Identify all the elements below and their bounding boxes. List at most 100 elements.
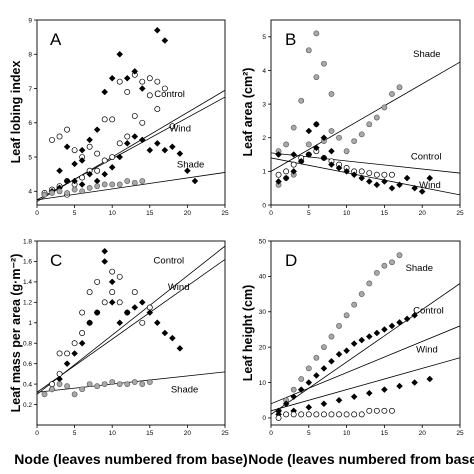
point-shade — [290, 124, 297, 131]
point-control — [146, 75, 153, 82]
point-wind — [86, 170, 93, 178]
point-wind — [350, 393, 358, 401]
point-control — [161, 85, 168, 92]
point-wind — [56, 375, 63, 383]
point-wind — [108, 298, 116, 306]
point-shade — [109, 181, 116, 188]
fit-line-wind — [271, 357, 460, 412]
point-wind — [176, 150, 184, 157]
point-wind — [63, 360, 71, 368]
point-control — [373, 171, 380, 178]
y-tick-label: 3 — [262, 101, 266, 108]
point-wind — [93, 309, 101, 316]
point-wind — [290, 168, 298, 175]
point-control — [139, 319, 146, 326]
point-wind — [161, 146, 169, 154]
point-wind — [116, 319, 124, 327]
point-shade — [139, 178, 146, 184]
y-axis-label: Leaf area (cm²) — [241, 68, 255, 157]
point-shade — [305, 47, 312, 54]
point-wind — [78, 146, 86, 154]
y-tick-label: 1.4 — [23, 279, 32, 286]
x-tick-label: 20 — [419, 210, 427, 217]
point-wind-open — [290, 411, 297, 418]
panel-c: Leaf mass per area (g·m⁻²) C 0 5 10 15 20 25 0… — [9, 238, 248, 467]
point-shade — [41, 391, 48, 398]
point-wind — [101, 258, 109, 265]
point-wind — [320, 154, 328, 162]
point-control — [358, 336, 366, 344]
point-control — [64, 126, 71, 133]
point-control — [71, 147, 78, 154]
panel-letter: D — [285, 251, 297, 270]
x-tick-label: 15 — [381, 430, 389, 437]
point-wind — [290, 151, 298, 158]
point-wind-open — [298, 411, 305, 418]
point-control — [381, 326, 388, 333]
point-control — [343, 347, 350, 355]
y-axis-label: Leaf lobing index — [9, 61, 23, 164]
point-wind — [63, 143, 71, 151]
point-wind-open — [381, 407, 388, 414]
point-wind — [350, 171, 358, 179]
y-tick-label: 6 — [28, 120, 32, 127]
x-tick-label: 5 — [73, 430, 77, 437]
point-wind — [71, 160, 78, 168]
point-shade — [116, 381, 123, 388]
y-tick-label: 7 — [28, 86, 32, 93]
point-control — [290, 393, 298, 401]
point-control — [124, 88, 131, 95]
annotation-control: Control — [411, 152, 442, 163]
y-tick-label: 0.4 — [23, 381, 32, 388]
point-wind-open — [328, 411, 335, 418]
annotation-shade: Shade — [413, 49, 440, 60]
point-control — [56, 133, 63, 140]
point-shade — [343, 312, 350, 319]
point-control — [275, 171, 282, 178]
point-control — [64, 350, 71, 357]
point-shade — [101, 381, 108, 388]
point-wind — [396, 181, 403, 189]
x-tick-label: 15 — [381, 210, 389, 217]
point-control — [313, 372, 320, 379]
point-shade — [86, 381, 93, 388]
point-shade — [49, 386, 55, 393]
point-wind — [335, 396, 343, 404]
point-wind — [123, 309, 131, 316]
point-wind — [176, 344, 184, 352]
x-tick-label: 15 — [146, 210, 154, 217]
point-control — [109, 116, 116, 123]
x-tick-label: 0 — [269, 430, 273, 437]
point-wind-open — [358, 411, 365, 418]
point-wind-open — [336, 411, 342, 418]
point-shade — [41, 191, 48, 198]
fit-line-control — [271, 325, 460, 405]
point-shade — [328, 333, 335, 340]
point-control — [403, 315, 411, 323]
point-wind — [426, 375, 434, 383]
x-tick-label: 10 — [343, 210, 351, 217]
point-shade — [351, 138, 358, 144]
point-control — [109, 154, 116, 160]
point-shade — [139, 381, 146, 388]
point-wind — [86, 319, 93, 327]
point-wind — [131, 68, 139, 75]
point-shade — [389, 91, 395, 97]
panel-a: Leaf lobing index A 0 5 10 15 20 25 4 5 6 7 8 9 Con… — [9, 17, 229, 217]
point-control — [366, 170, 373, 176]
point-wind — [78, 181, 86, 188]
point-wind — [365, 389, 373, 397]
point-wind — [123, 74, 131, 82]
y-tick-label: 1.6 — [23, 259, 32, 266]
point-control — [388, 322, 396, 330]
point-wind — [101, 247, 109, 255]
point-wind — [320, 400, 328, 408]
point-shade — [313, 30, 320, 37]
point-shade — [321, 60, 327, 67]
fit-line-wind — [37, 96, 225, 201]
y-tick-label: 40 — [259, 274, 267, 281]
x-tick-label: 25 — [456, 210, 464, 217]
point-wind — [328, 147, 335, 155]
point-shade — [313, 354, 320, 361]
point-control — [124, 133, 131, 140]
